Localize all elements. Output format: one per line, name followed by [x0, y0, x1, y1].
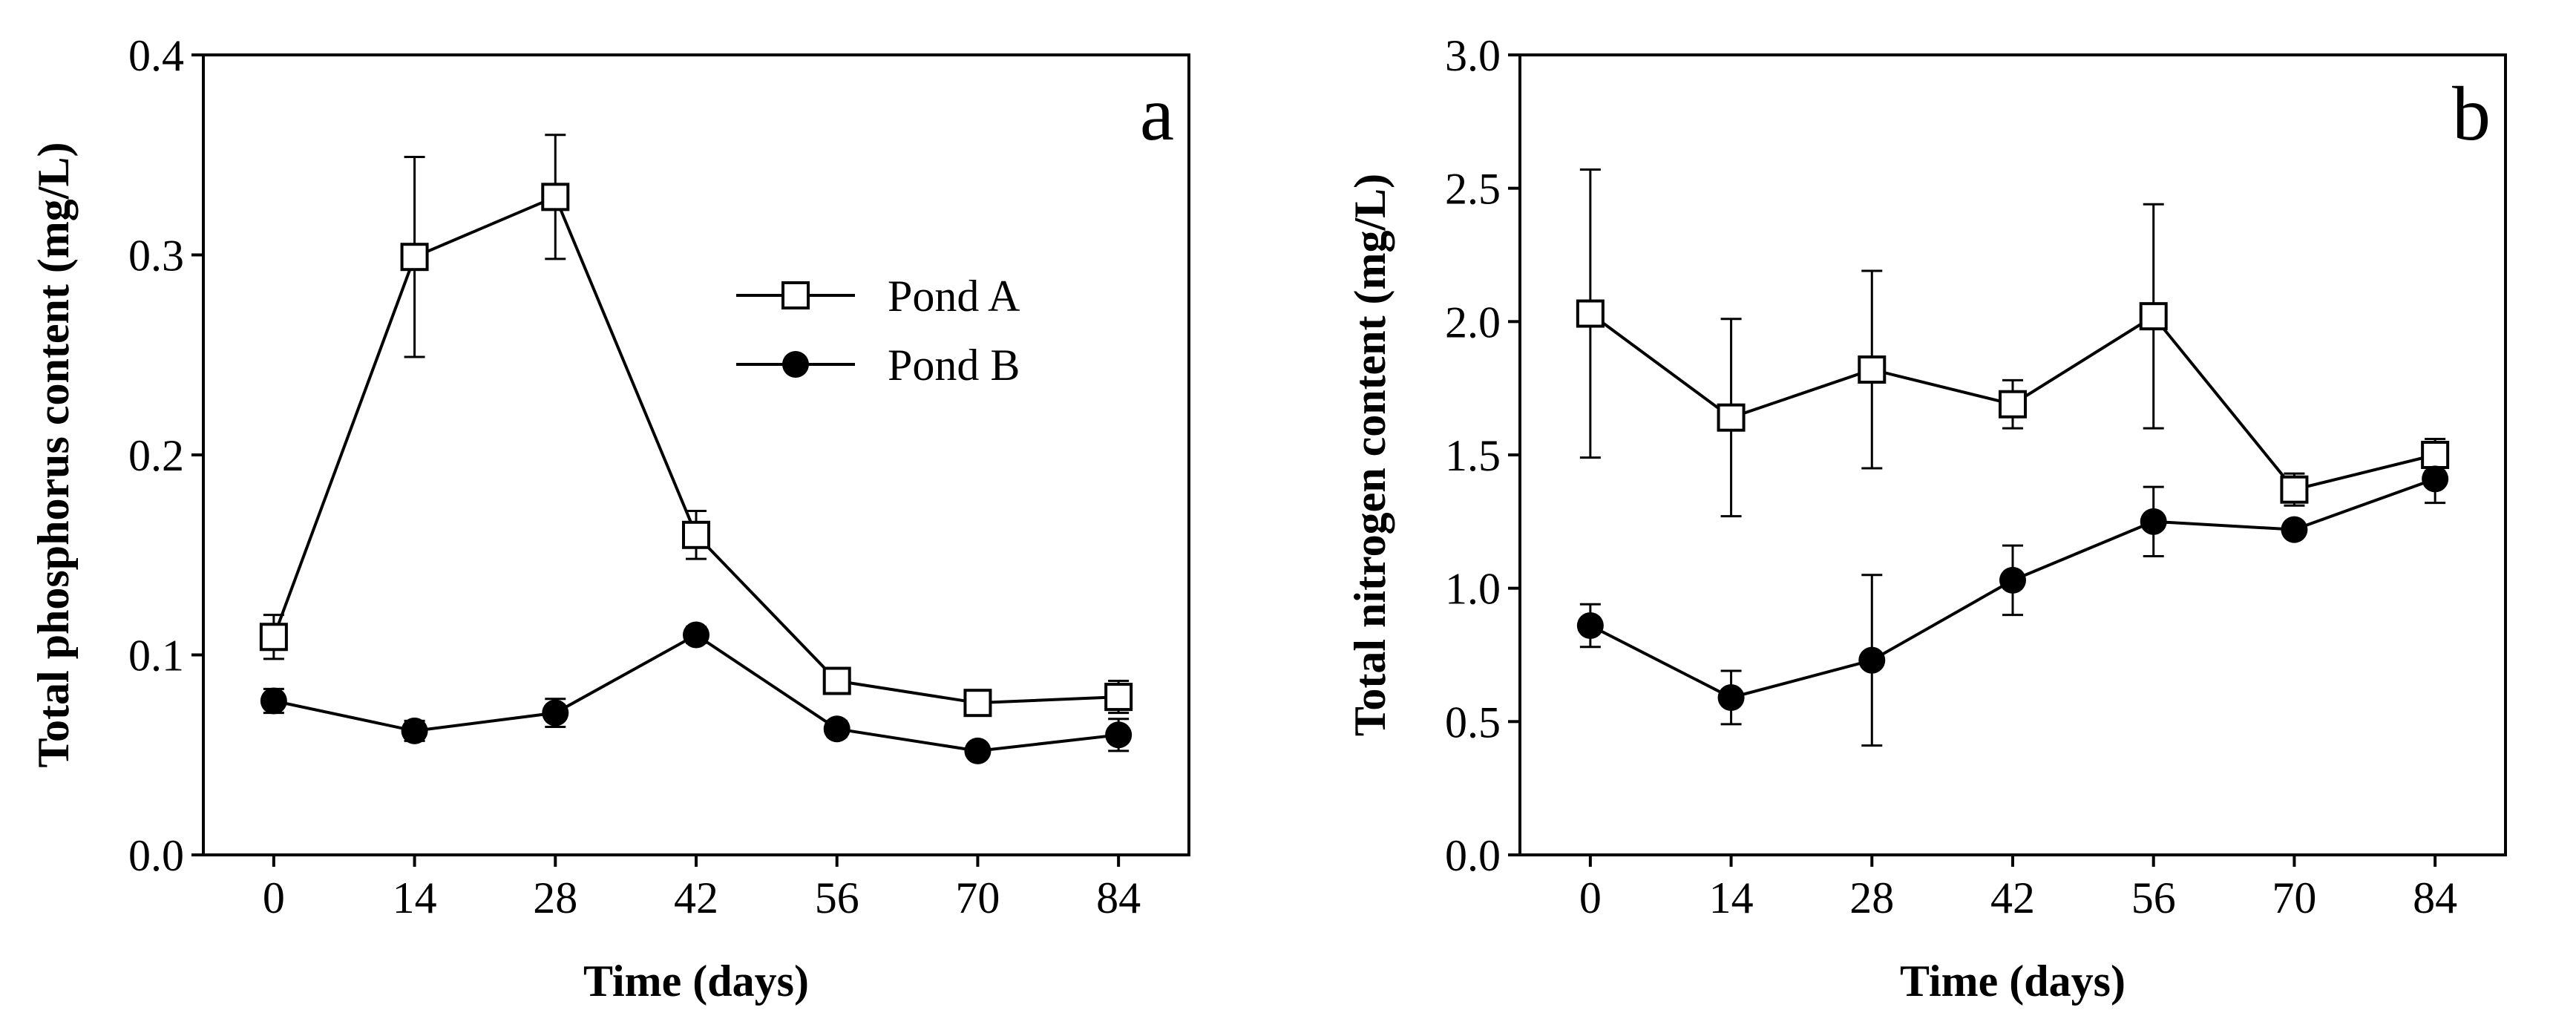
y-tick-label: 1.5 — [1445, 431, 1501, 480]
ticks-a: 0 14 28 42 56 70 84 0.0 0.1 0.2 0.3 0.4 — [128, 31, 1141, 922]
point-pond-a — [2139, 302, 2168, 331]
panel-letter-a: a — [1140, 71, 1174, 157]
legend-entry-pond-b: Pond B — [736, 341, 1020, 390]
y-tick-label: 0.0 — [128, 831, 184, 880]
point-pond-b — [683, 621, 709, 649]
y-axis-title-a: Total phosphorus content (mg/L) — [29, 142, 78, 768]
point-pond-a — [1717, 403, 1746, 432]
point-pond-a — [541, 183, 570, 211]
x-tick-label: 28 — [1849, 873, 1894, 922]
x-tick-label: 14 — [393, 873, 437, 922]
plot-frame-a — [202, 53, 1190, 856]
x-tick-label: 42 — [674, 873, 718, 922]
point-pond-a — [1576, 299, 1605, 328]
point-pond-a — [682, 520, 710, 549]
legend: Pond A Pond B — [736, 272, 1020, 390]
legend-entry-pond-a: Pond A — [736, 272, 1020, 321]
point-pond-b — [1576, 611, 1604, 639]
x-tick-label: 84 — [1096, 873, 1141, 922]
marks-a — [259, 134, 1133, 764]
ticks-b: 0 14 28 42 56 70 84 0.0 0.5 1.0 1.5 2.0 2.5 3.0 — [1445, 31, 2457, 922]
point-pond-b — [260, 687, 287, 715]
y-tick-label: 0.4 — [128, 31, 184, 80]
x-tick-label: 56 — [2131, 873, 2176, 922]
x-tick-label: 56 — [815, 873, 859, 922]
y-tick-label: 0.3 — [128, 232, 184, 281]
marks-b — [1576, 168, 2450, 747]
point-pond-a — [1858, 355, 1887, 384]
point-pond-b — [1999, 566, 2026, 594]
y-tick-label: 1.0 — [1445, 565, 1501, 614]
point-pond-b — [1717, 683, 1745, 711]
panel-b: 0 14 28 42 56 70 84 0.0 0.5 1.0 1.5 2.0 2.5 3.0 b Tim… — [1346, 31, 2507, 1006]
point-pond-b — [823, 715, 851, 743]
legend-marker-open-square — [781, 281, 810, 309]
panel-a: 0 14 28 42 56 70 84 0.0 0.1 0.2 0.3 0.4 a Time (day… — [29, 31, 1190, 1006]
x-tick-label: 0 — [1579, 873, 1602, 922]
y-axis-title-b: Total nitrogen content (mg/L) — [1346, 174, 1394, 736]
point-pond-a — [822, 666, 851, 695]
point-pond-b — [2140, 508, 2167, 535]
legend-label-pond-b: Pond B — [888, 341, 1020, 390]
x-tick-label: 70 — [955, 873, 1000, 922]
x-tick-label: 28 — [533, 873, 577, 922]
y-tick-label: 2.5 — [1445, 165, 1501, 214]
point-pond-b — [1858, 646, 1886, 674]
point-pond-b — [964, 737, 992, 764]
legend-label-pond-a: Pond A — [888, 272, 1020, 321]
y-tick-label: 0.1 — [128, 632, 184, 681]
point-pond-b — [401, 717, 428, 744]
x-tick-label: 0 — [263, 873, 285, 922]
x-tick-label: 14 — [1709, 873, 1754, 922]
point-pond-b — [1105, 721, 1133, 749]
x-axis-title-a: Time (days) — [583, 957, 809, 1006]
y-tick-label: 2.0 — [1445, 298, 1501, 347]
point-pond-a — [2421, 441, 2450, 469]
point-pond-b — [2281, 516, 2308, 543]
panel-letter-b: b — [2452, 71, 2491, 157]
point-pond-a — [1104, 683, 1133, 712]
point-pond-a — [259, 623, 288, 652]
point-pond-b — [542, 699, 569, 727]
x-axis-title-b: Time (days) — [1900, 957, 2126, 1006]
plot-frame-b — [1518, 53, 2507, 856]
y-tick-label: 3.0 — [1445, 31, 1501, 80]
x-tick-label: 84 — [2413, 873, 2457, 922]
y-tick-label: 0.5 — [1445, 698, 1501, 747]
y-tick-label: 0.2 — [128, 431, 184, 480]
point-pond-a — [2280, 475, 2309, 504]
y-tick-label: 0.0 — [1445, 831, 1501, 880]
x-tick-label: 42 — [1990, 873, 2035, 922]
point-pond-a — [400, 243, 429, 272]
point-pond-a — [1999, 390, 2027, 419]
point-pond-a — [963, 689, 992, 718]
legend-marker-filled-circle — [782, 351, 809, 378]
point-pond-b — [2422, 465, 2449, 493]
x-tick-label: 70 — [2272, 873, 2316, 922]
